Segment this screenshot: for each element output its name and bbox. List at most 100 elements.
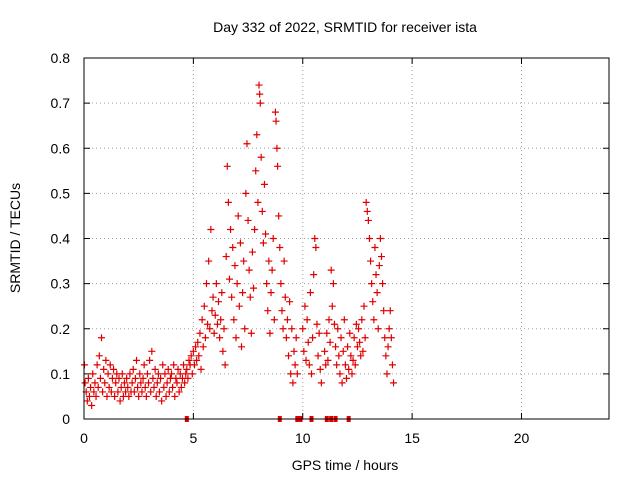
y-tick-label: 0.8 (51, 50, 71, 66)
x-tick-label: 5 (189, 430, 197, 446)
data-point (272, 117, 280, 125)
data-point (260, 180, 268, 188)
data-point (355, 325, 363, 333)
data-point (323, 329, 331, 337)
data-point (299, 325, 307, 333)
data-point (163, 379, 171, 387)
data-point (133, 356, 140, 364)
data-point (92, 392, 100, 400)
data-point (222, 253, 230, 261)
x-axis-label: GPS time / hours (292, 457, 399, 473)
data-point (252, 167, 260, 175)
data-point (183, 365, 191, 373)
data-point (206, 325, 214, 333)
data-point (87, 383, 95, 391)
data-point (204, 320, 212, 328)
data-point (259, 239, 267, 247)
data-point (262, 230, 270, 238)
data-point (101, 379, 109, 387)
data-point (88, 401, 96, 409)
data-point (384, 343, 392, 351)
data-point (371, 244, 379, 252)
data-point (386, 307, 394, 315)
data-point (108, 374, 116, 382)
data-point (151, 365, 159, 373)
y-tick-label: 0.1 (51, 366, 71, 382)
data-point (150, 383, 158, 391)
data-point (343, 374, 350, 382)
data-point (367, 257, 375, 265)
data-point (245, 266, 253, 274)
data-point (340, 316, 348, 324)
data-point (200, 302, 208, 310)
data-point (219, 347, 227, 355)
data-point (385, 325, 393, 333)
data-point (168, 370, 175, 378)
data-point (146, 356, 154, 364)
data-point (326, 338, 334, 346)
data-point (98, 334, 105, 342)
data-point (230, 316, 238, 324)
data-point (383, 370, 391, 378)
data-point (313, 320, 321, 328)
data-point (111, 392, 119, 400)
data-point (283, 316, 291, 324)
data-point (128, 379, 136, 387)
data-point (211, 311, 219, 319)
data-point (357, 352, 365, 360)
data-point (301, 302, 309, 310)
data-point (85, 392, 93, 400)
data-point (291, 361, 299, 369)
data-point (182, 370, 190, 378)
data-point (216, 334, 224, 342)
data-point (285, 352, 293, 360)
y-tick-label: 0.2 (51, 321, 71, 337)
data-point (135, 392, 143, 400)
data-point (99, 388, 107, 396)
data-point (125, 392, 133, 400)
data-point (233, 280, 241, 288)
data-point (306, 289, 314, 297)
data-point (361, 334, 369, 342)
data-point (337, 334, 345, 342)
data-point (356, 338, 364, 346)
data-point (382, 352, 390, 360)
data-point (267, 289, 275, 297)
data-point (224, 198, 232, 206)
data-point (316, 365, 324, 373)
data-point (189, 347, 197, 355)
data-point (365, 235, 373, 242)
data-point (235, 302, 243, 310)
data-point (84, 374, 92, 382)
data-point (231, 262, 239, 270)
data-point (305, 361, 313, 369)
data-point (246, 293, 254, 301)
y-tick-label: 0.6 (51, 140, 71, 156)
data-point (123, 374, 131, 382)
data-point (143, 370, 151, 378)
data-point (203, 280, 210, 288)
data-point (325, 316, 333, 324)
data-point (153, 379, 161, 387)
data-point (96, 374, 104, 382)
data-point (240, 257, 248, 265)
data-point (196, 329, 204, 337)
data-point (229, 244, 237, 252)
data-point (155, 388, 163, 396)
data-point (345, 365, 353, 373)
data-point (293, 370, 301, 378)
data-point (373, 289, 381, 297)
data-point (148, 347, 156, 355)
data-point (138, 388, 146, 396)
data-point (81, 379, 89, 387)
data-point (227, 225, 235, 233)
data-point (232, 334, 240, 342)
data-point (312, 244, 320, 252)
data-point (300, 347, 308, 355)
data-point (136, 370, 144, 378)
data-point (190, 361, 198, 369)
data-point (315, 329, 323, 337)
data-point (247, 329, 255, 337)
data-point (374, 325, 382, 333)
